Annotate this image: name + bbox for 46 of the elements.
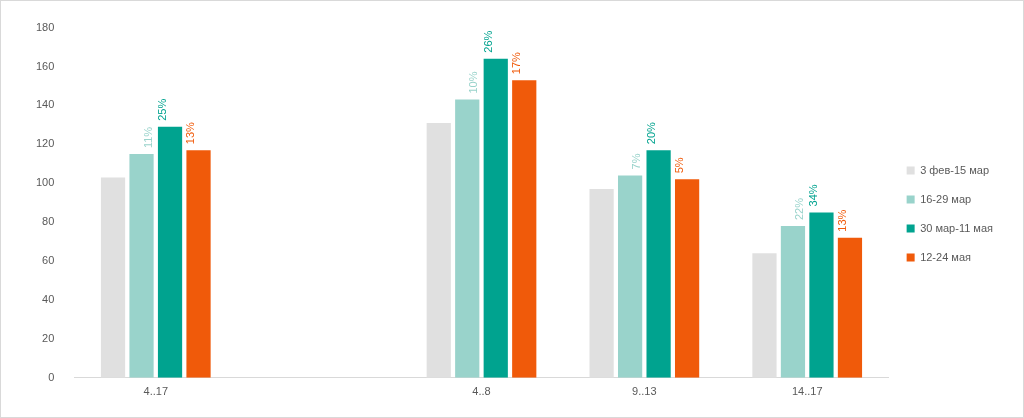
bar bbox=[752, 253, 777, 378]
bar bbox=[646, 150, 671, 378]
annotation: 5% bbox=[673, 157, 686, 174]
x-tick-label: 4..17 bbox=[143, 385, 169, 398]
y-tick-label: 160 bbox=[35, 59, 55, 72]
annotation: 22% bbox=[793, 197, 806, 221]
y-tick-label: 20 bbox=[42, 331, 55, 344]
bar bbox=[809, 212, 834, 378]
legend-label: 16-29 мар bbox=[920, 192, 972, 205]
y-tick-label: 120 bbox=[35, 137, 55, 150]
annotation: 10% bbox=[467, 71, 480, 94]
bar bbox=[455, 99, 480, 378]
y-tick-label: 100 bbox=[35, 176, 55, 189]
y-tick-label: 60 bbox=[42, 254, 55, 267]
y-tick-label: 180 bbox=[35, 20, 55, 33]
legend-label: 30 мар-11 мая bbox=[920, 221, 994, 234]
x-tick-label: 14..17 bbox=[791, 385, 823, 398]
legend-label: 3 фев-15 мар bbox=[920, 163, 990, 176]
bar bbox=[129, 154, 154, 378]
bar bbox=[426, 122, 451, 378]
legend-label: 12-24 мая bbox=[920, 250, 972, 263]
bar bbox=[157, 126, 183, 378]
annotation: 25% bbox=[155, 98, 168, 121]
annotation: 20% bbox=[644, 121, 657, 145]
bar bbox=[483, 58, 508, 378]
annotation: 13% bbox=[835, 209, 848, 232]
bar bbox=[837, 237, 863, 378]
bar bbox=[186, 150, 211, 378]
y-tick-label: 140 bbox=[35, 98, 55, 111]
annotation: 17% bbox=[510, 51, 523, 75]
x-tick-label: 4..8 bbox=[472, 385, 491, 398]
bar bbox=[780, 226, 806, 378]
annotation: 7% bbox=[630, 153, 643, 170]
annotation: 11% bbox=[141, 126, 154, 149]
y-tick-label: 80 bbox=[42, 215, 55, 228]
annotation: 34% bbox=[807, 184, 820, 207]
y-tick-label: 40 bbox=[42, 293, 55, 306]
annotation: 26% bbox=[481, 30, 494, 53]
annotation: 13% bbox=[184, 121, 197, 145]
bar bbox=[589, 189, 614, 378]
y-tick-label: 0 bbox=[48, 370, 55, 383]
bar bbox=[512, 80, 537, 378]
bar bbox=[674, 179, 700, 378]
bar bbox=[617, 175, 643, 378]
x-tick-label: 9..13 bbox=[632, 385, 657, 398]
bar bbox=[100, 177, 126, 378]
